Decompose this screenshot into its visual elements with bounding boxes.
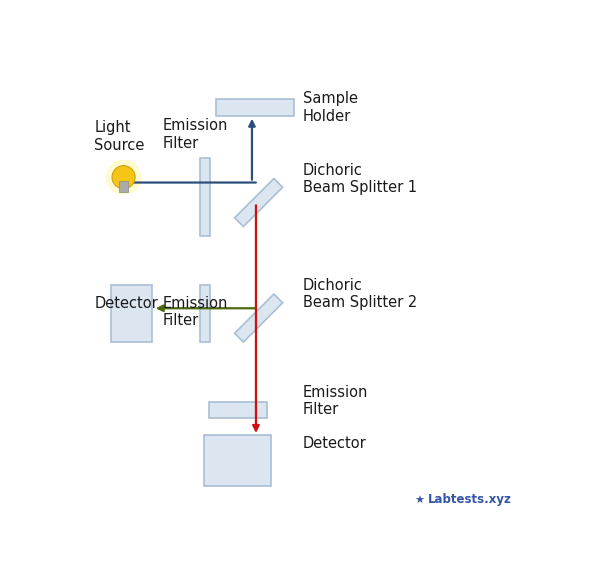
- Bar: [200, 284, 210, 343]
- Circle shape: [112, 166, 135, 189]
- Text: Dichoric
Beam Splitter 2: Dichoric Beam Splitter 2: [303, 278, 418, 310]
- Text: Dichoric
Beam Splitter 1: Dichoric Beam Splitter 1: [303, 163, 417, 195]
- Text: Sample
Holder: Sample Holder: [303, 92, 358, 124]
- Text: Labtests.xyz: Labtests.xyz: [428, 493, 512, 505]
- Text: Detector: Detector: [303, 436, 367, 451]
- Bar: [111, 284, 152, 343]
- Bar: [205, 435, 271, 486]
- Polygon shape: [235, 294, 283, 342]
- Bar: [119, 181, 128, 192]
- Bar: [217, 99, 294, 116]
- Text: Light
Source: Light Source: [94, 121, 145, 153]
- Text: Detector: Detector: [94, 296, 158, 311]
- Bar: [200, 158, 210, 236]
- Bar: [209, 403, 266, 418]
- Polygon shape: [235, 178, 283, 227]
- Text: Emission
Filter: Emission Filter: [163, 296, 229, 328]
- Text: Emission
Filter: Emission Filter: [163, 118, 229, 151]
- Text: ★: ★: [414, 496, 424, 505]
- Text: Emission
Filter: Emission Filter: [303, 385, 368, 417]
- Circle shape: [107, 160, 140, 194]
